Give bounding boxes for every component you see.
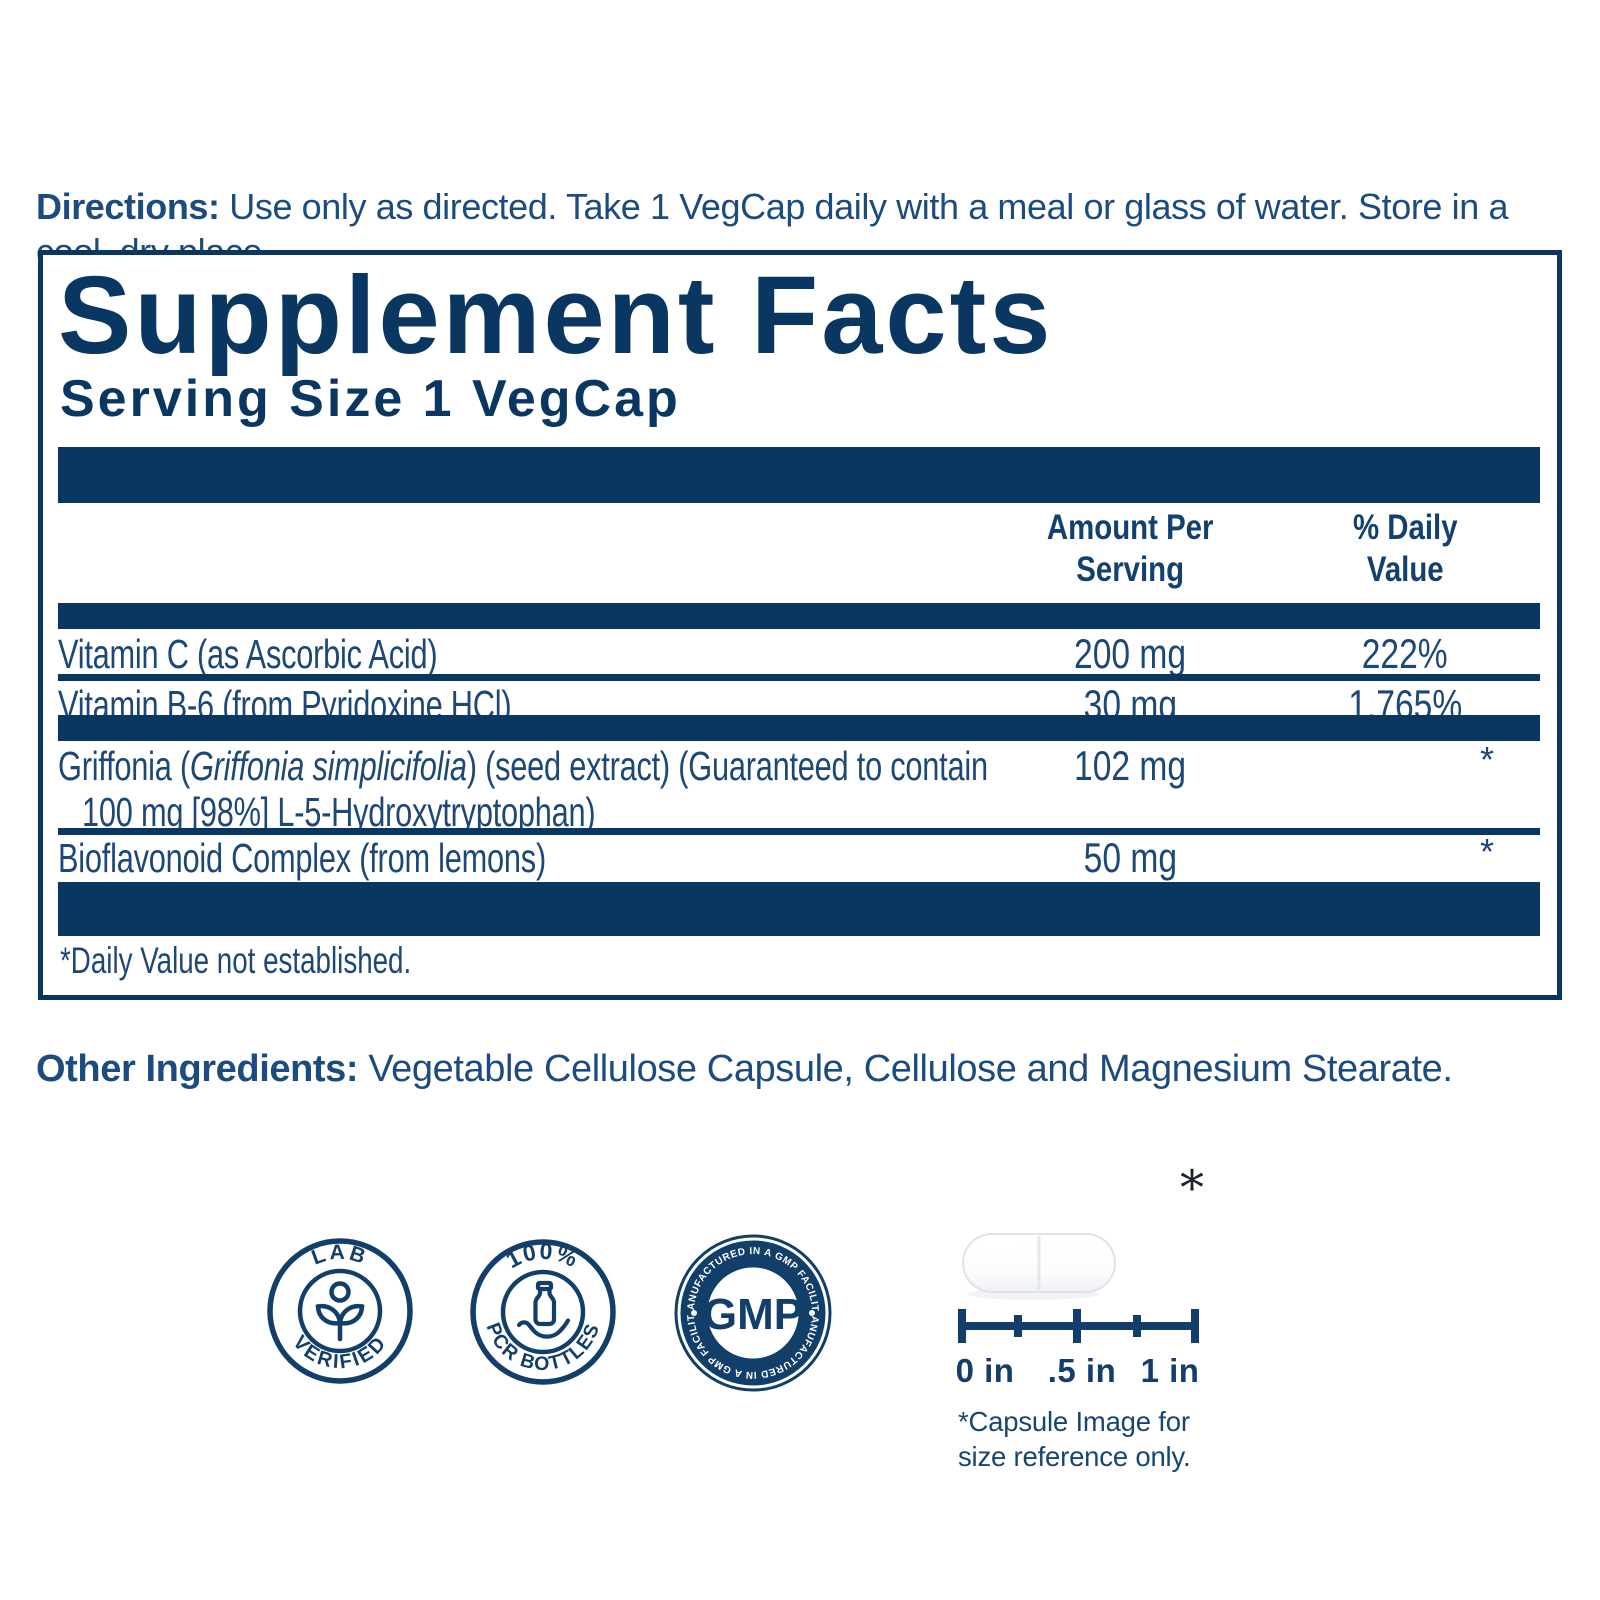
ruler-tick-threequarter bbox=[1133, 1315, 1141, 1337]
ruler-label-0in: 0 in bbox=[955, 1352, 1015, 1389]
capsule-caption: *Capsule Image for size reference only. bbox=[958, 1406, 1191, 1473]
species-name-italic: Griffonia simplicifolia bbox=[189, 743, 467, 789]
directions-body: Use only as directed. Take 1 VegCap dail… bbox=[36, 186, 1509, 272]
ingredient-daily-value: * bbox=[1479, 739, 1494, 780]
other-ingredients-label: Other Ingredients: bbox=[36, 1048, 359, 1090]
svg-text:LAB: LAB bbox=[309, 1241, 371, 1270]
supplement-facts-panel: Supplement Facts Serving Size 1 VegCap A… bbox=[38, 250, 1562, 1000]
ingredient-amount: 50 mg bbox=[1083, 834, 1177, 881]
directions-text: Directions: Use only as directed. Take 1… bbox=[36, 184, 1552, 274]
gmp-ring-right-dot bbox=[809, 1310, 815, 1316]
other-ingredients-body: Vegetable Cellulose Capsule, Cellulose a… bbox=[358, 1048, 1453, 1090]
capsule-asterisk: * bbox=[1180, 1160, 1204, 1216]
ingredient-daily-value: 222% bbox=[1362, 630, 1448, 677]
serving-size: Serving Size 1 VegCap bbox=[60, 370, 681, 428]
gmp-ring-left-dot bbox=[691, 1310, 697, 1316]
ruler-tick-1in bbox=[1191, 1309, 1199, 1343]
gmp-badge: MANUFACTURED IN A GMP FACILITY MANUFACTU… bbox=[673, 1233, 832, 1392]
table-row: Bioflavonoid Complex (from lemons) 50 mg… bbox=[58, 831, 1540, 882]
section-separator-bar bbox=[58, 715, 1540, 741]
gmp-center-text: GMP bbox=[703, 1290, 803, 1339]
ruler-tick-quarter bbox=[1014, 1315, 1022, 1337]
ingredient-daily-value: * bbox=[1479, 831, 1494, 872]
table-row: Vitamin C (as Ascorbic Acid) 200 mg 222% bbox=[58, 630, 1540, 678]
supplement-facts-title: Supplement Facts bbox=[58, 254, 1054, 377]
ingredient-name: Griffonia (Griffonia simplicifolia) (see… bbox=[58, 743, 988, 835]
ingredient-name: Vitamin C (as Ascorbic Acid) bbox=[58, 631, 438, 677]
table-top-bar bbox=[58, 447, 1540, 503]
table-row: Griffonia (Griffonia simplicifolia) (see… bbox=[58, 739, 1540, 836]
svg-text:100%: 100% bbox=[502, 1238, 584, 1273]
amount-per-serving-header: Amount Per Serving bbox=[1046, 508, 1214, 589]
row-divider bbox=[58, 674, 1540, 681]
pcr-bottles-badge: 100% PCR BOTTLES bbox=[470, 1238, 616, 1385]
lab-badge-top-text: LAB bbox=[309, 1241, 368, 1270]
header-spacer bbox=[58, 507, 990, 591]
ingredient-amount: 102 mg bbox=[1073, 742, 1187, 789]
size-ruler bbox=[958, 1306, 1199, 1346]
table-header-row: Amount Per Serving % Daily Value bbox=[58, 507, 1540, 591]
daily-value-header: % Daily Value bbox=[1352, 508, 1458, 589]
ingredient-amount: 200 mg bbox=[1073, 630, 1187, 677]
plant-icon bbox=[315, 1281, 365, 1342]
ruler-label-half-in: .5 in bbox=[1047, 1352, 1117, 1389]
ruler-tick-half bbox=[1073, 1309, 1081, 1343]
ruler-tick-0in bbox=[958, 1309, 966, 1343]
daily-value-footnote: *Daily Value not established. bbox=[60, 940, 412, 981]
other-ingredients: Other Ingredients: Vegetable Cellulose C… bbox=[36, 1048, 1566, 1091]
row-divider bbox=[58, 828, 1540, 835]
header-separator-bar bbox=[58, 603, 1540, 629]
pcr-badge-top-text: 100% bbox=[502, 1238, 582, 1273]
capsule-image bbox=[962, 1233, 1116, 1300]
ingredient-name: Bioflavonoid Complex (from lemons) bbox=[58, 835, 546, 881]
lab-verified-badge: LAB VERIFIED bbox=[267, 1238, 413, 1384]
directions-label: Directions: bbox=[36, 186, 220, 227]
ruler-label-1in: 1 in bbox=[1140, 1352, 1200, 1389]
bottle-in-hand-icon bbox=[516, 1280, 571, 1339]
table-bottom-bar bbox=[58, 882, 1540, 936]
